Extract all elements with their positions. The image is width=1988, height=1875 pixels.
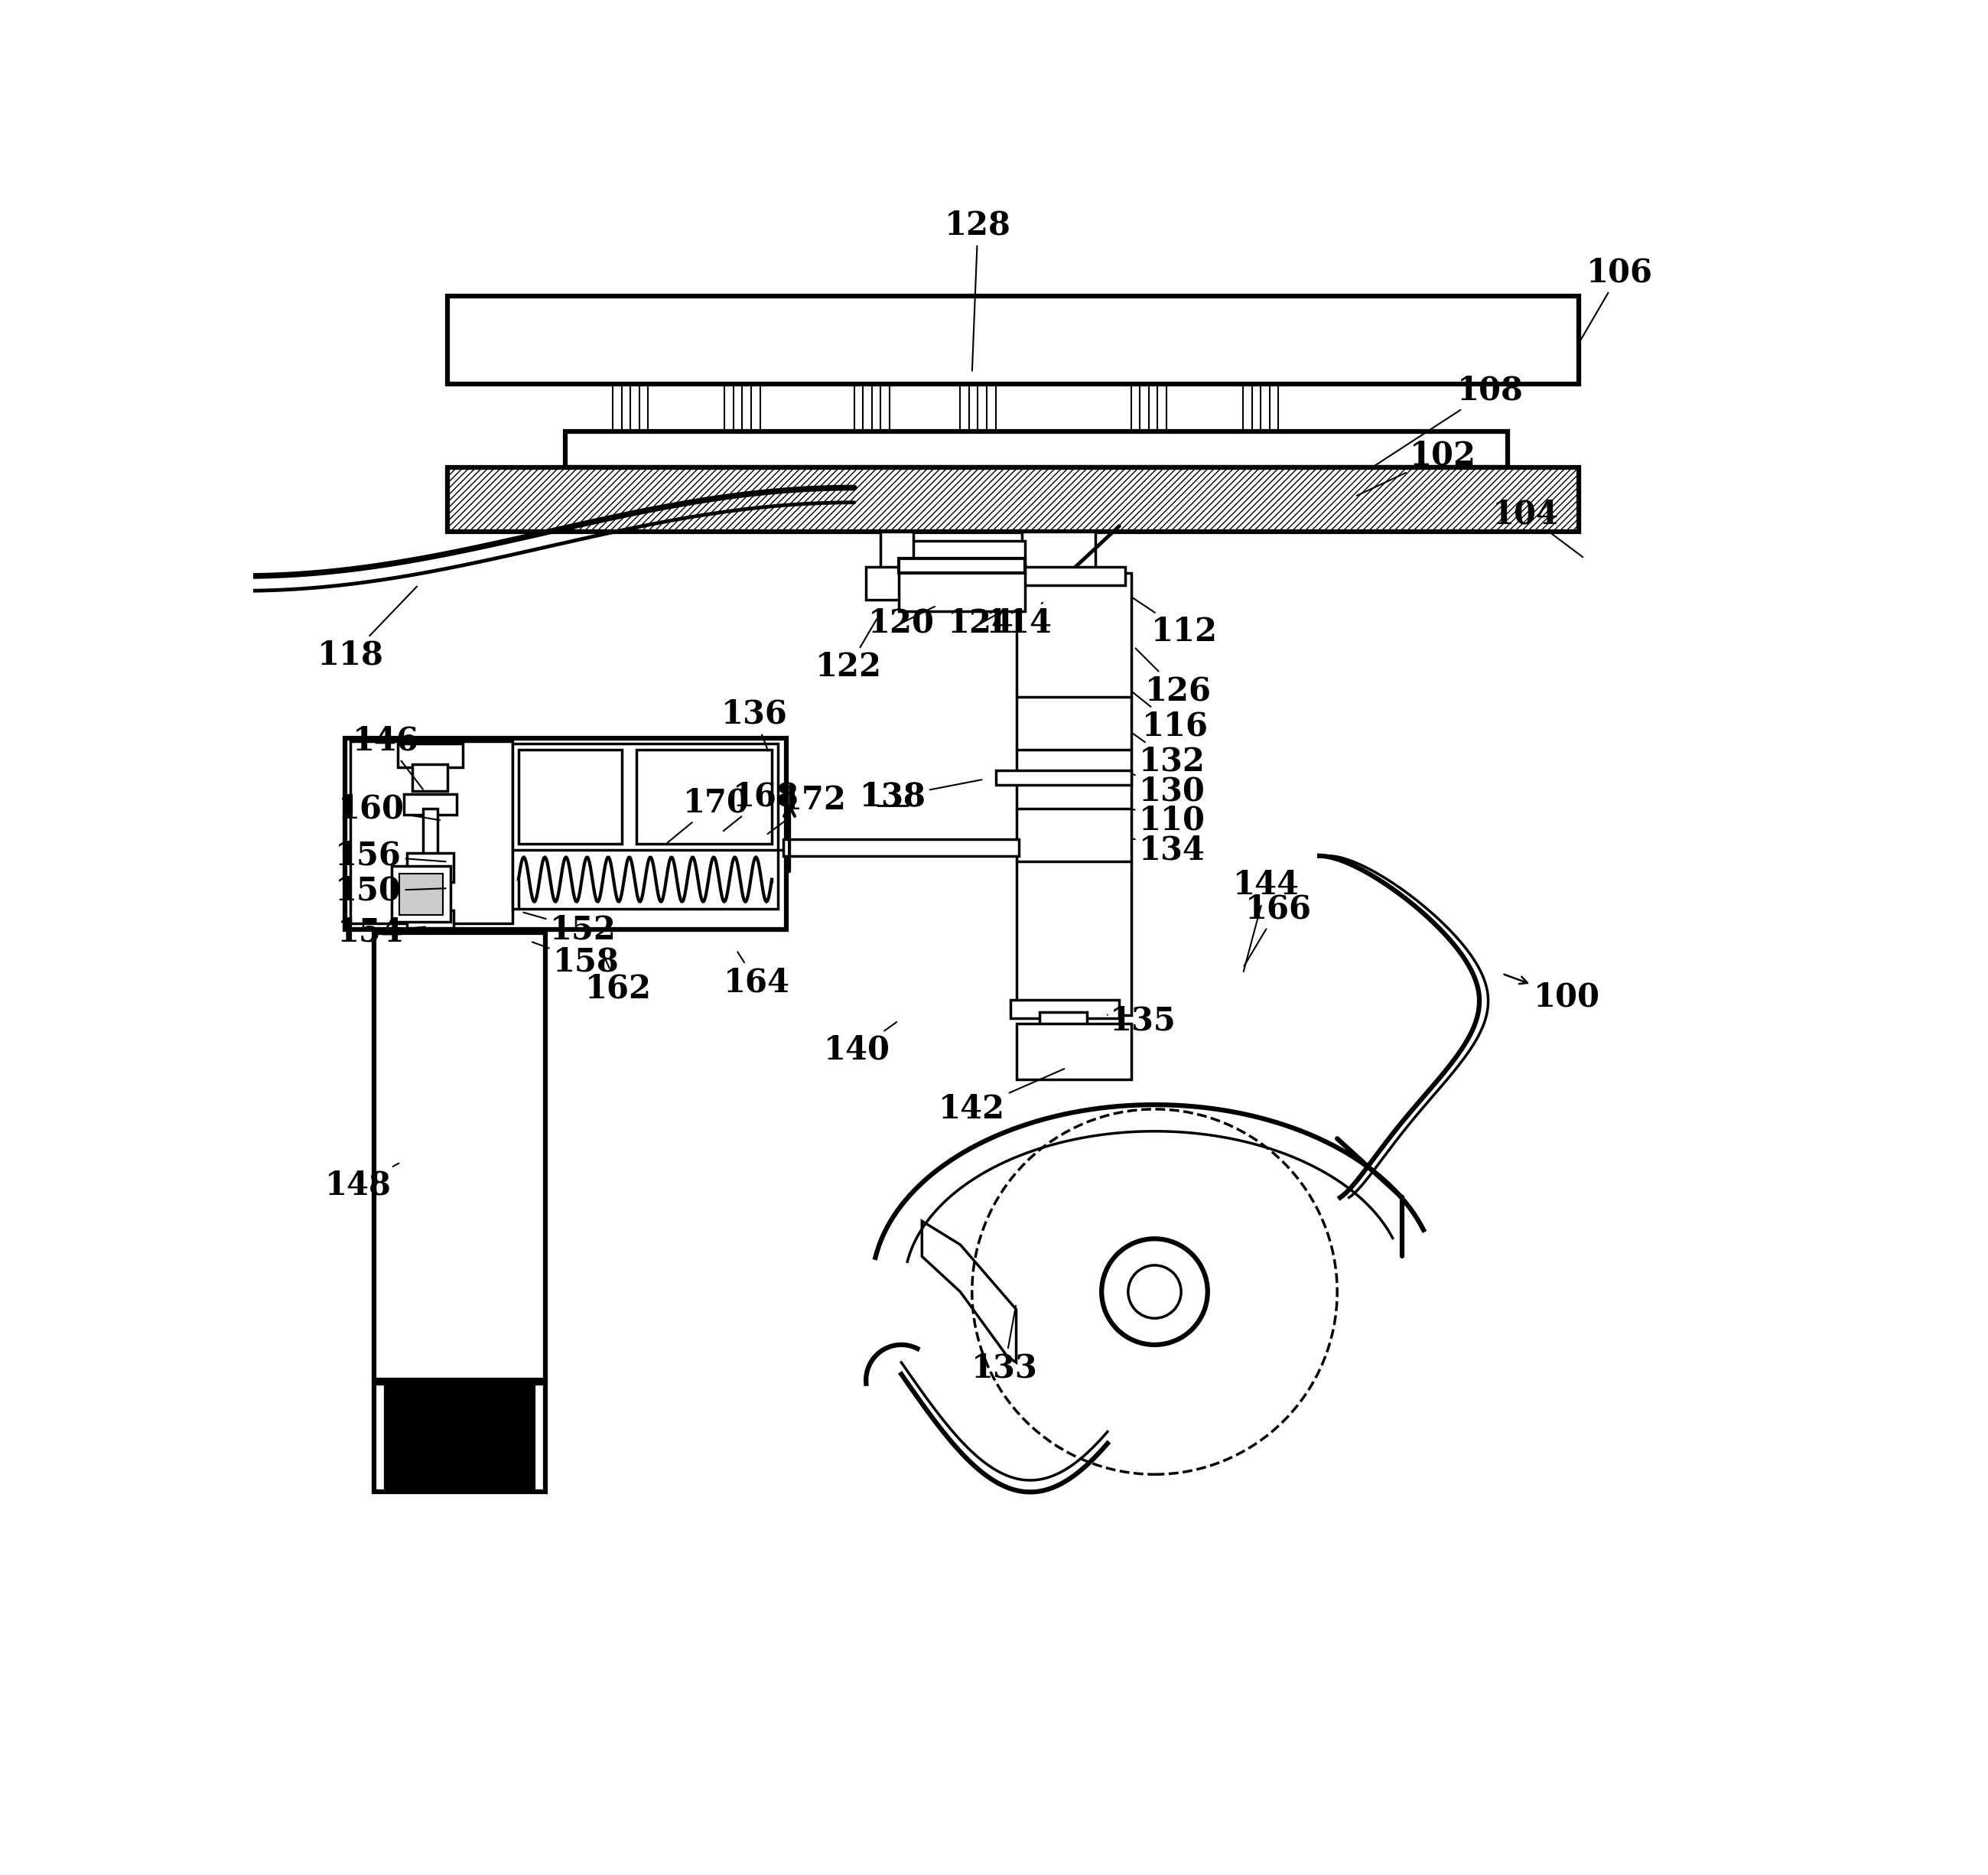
Text: 160: 160 xyxy=(338,793,439,825)
Bar xyxy=(636,750,771,844)
Text: 116: 116 xyxy=(1133,692,1209,742)
Text: 128: 128 xyxy=(944,210,1012,371)
Text: 102: 102 xyxy=(1356,439,1477,495)
Text: 156: 156 xyxy=(336,840,445,872)
Bar xyxy=(899,559,1026,574)
Bar xyxy=(412,765,447,791)
Text: 166: 166 xyxy=(1244,892,1312,966)
Bar xyxy=(398,744,463,767)
Circle shape xyxy=(1127,1266,1181,1318)
Bar xyxy=(783,840,1020,855)
Text: 148: 148 xyxy=(326,1162,400,1202)
Bar xyxy=(374,1384,545,1492)
Bar xyxy=(447,296,1578,384)
Text: 132: 132 xyxy=(1133,733,1205,778)
Bar xyxy=(392,866,451,923)
Bar xyxy=(404,793,457,814)
Bar xyxy=(408,909,453,928)
Text: 130: 130 xyxy=(1133,774,1205,806)
Text: 110: 110 xyxy=(1133,804,1205,836)
Text: 100: 100 xyxy=(1505,975,1600,1012)
Text: 142: 142 xyxy=(938,1069,1064,1125)
Bar xyxy=(519,750,622,844)
Bar xyxy=(344,739,787,930)
Text: 154: 154 xyxy=(336,917,425,949)
Circle shape xyxy=(1101,1239,1207,1344)
Text: 158: 158 xyxy=(533,941,620,979)
Bar xyxy=(899,564,1026,611)
Text: 168: 168 xyxy=(724,780,799,831)
Text: 104: 104 xyxy=(1493,499,1582,557)
Bar xyxy=(996,771,1131,786)
Text: 136: 136 xyxy=(722,698,787,750)
Bar xyxy=(1016,574,1131,1014)
Bar xyxy=(1022,532,1095,576)
Text: 138: 138 xyxy=(859,780,982,814)
Bar xyxy=(1048,1044,1077,1076)
Text: 150: 150 xyxy=(336,876,445,907)
Text: 135: 135 xyxy=(1107,1005,1177,1037)
Bar xyxy=(1040,1013,1087,1048)
Text: 118: 118 xyxy=(318,587,417,671)
Text: 152: 152 xyxy=(523,913,616,945)
Polygon shape xyxy=(922,1221,1016,1363)
Text: 126: 126 xyxy=(1135,649,1211,707)
Bar xyxy=(374,932,545,1380)
Text: 120: 120 xyxy=(869,606,934,639)
Text: 114: 114 xyxy=(986,602,1052,639)
Text: 140: 140 xyxy=(823,1022,897,1067)
Text: 124: 124 xyxy=(948,608,1014,639)
Bar xyxy=(901,540,1026,564)
Bar xyxy=(386,1384,533,1489)
Text: 122: 122 xyxy=(815,619,881,684)
Text: 172: 172 xyxy=(767,784,847,834)
Bar xyxy=(1008,568,1125,585)
Bar xyxy=(350,741,513,924)
Text: 162: 162 xyxy=(584,958,652,1005)
Bar xyxy=(867,568,907,600)
Bar xyxy=(881,532,912,574)
Bar xyxy=(400,874,443,915)
Text: 170: 170 xyxy=(668,788,749,842)
Text: 108: 108 xyxy=(1374,375,1523,467)
Bar xyxy=(1016,1024,1131,1080)
Text: 146: 146 xyxy=(352,726,423,789)
Bar xyxy=(567,431,1509,467)
Text: 134: 134 xyxy=(1133,834,1205,866)
Text: 164: 164 xyxy=(724,952,791,999)
Text: 106: 106 xyxy=(1580,257,1654,341)
Bar xyxy=(1010,999,1119,1018)
Bar xyxy=(447,467,1578,532)
Bar xyxy=(513,744,777,909)
Bar xyxy=(408,853,453,883)
Text: 144: 144 xyxy=(1233,870,1300,971)
Bar xyxy=(423,879,437,921)
Bar xyxy=(423,808,437,855)
Text: 133: 133 xyxy=(972,1305,1038,1384)
Text: 112: 112 xyxy=(1133,598,1217,649)
Text: 138: 138 xyxy=(859,780,926,814)
